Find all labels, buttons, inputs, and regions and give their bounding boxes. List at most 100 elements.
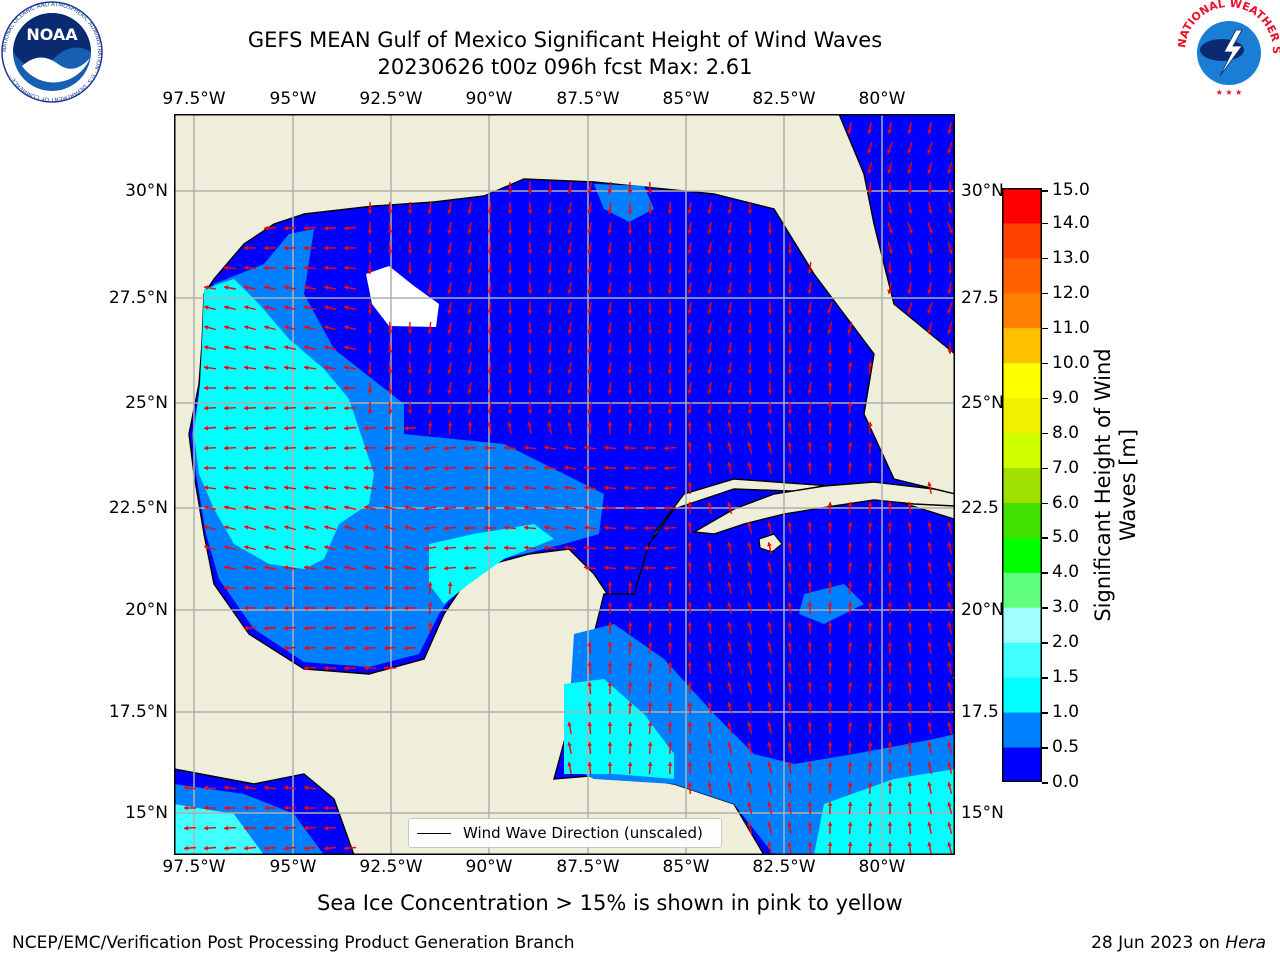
wave-direction-arrowhead — [504, 445, 508, 451]
wave-direction-arrowhead — [747, 350, 753, 354]
wave-direction-arrowhead — [407, 370, 413, 374]
wave-direction-arrowhead — [484, 545, 488, 551]
wave-direction-arrowhead — [727, 602, 732, 607]
lat-tick-right: 25°N — [961, 393, 1004, 413]
wave-direction-arrowhead — [644, 485, 648, 491]
wave-direction-arrowhead — [547, 290, 553, 294]
wave-direction-arrowhead — [727, 389, 732, 394]
lon-tick-bottom: 92.5°W — [359, 857, 423, 877]
nws-logo: NATIONAL WEATHER SERVICE ★ ★ ★ — [1178, 0, 1280, 100]
wave-direction-arrowhead — [447, 269, 452, 274]
wave-direction-arrowhead — [908, 229, 913, 234]
wave-direction-arrowhead — [707, 782, 712, 787]
lat-tick-left: 17.5°N — [108, 702, 168, 722]
wave-direction-arrowhead — [807, 462, 813, 466]
wave-direction-arrowhead — [687, 249, 692, 254]
wave-direction-arrowhead — [707, 562, 712, 567]
wave-direction-arrowhead — [387, 390, 393, 394]
wave-direction-arrowhead — [384, 545, 389, 550]
wave-direction-arrowhead — [504, 525, 508, 531]
wave-direction-arrowhead — [324, 825, 328, 831]
wave-direction-arrowhead — [827, 842, 833, 846]
wave-direction-arrowhead — [624, 505, 628, 511]
wave-direction-arrowhead — [727, 269, 732, 274]
wave-direction-arrowhead — [427, 622, 433, 626]
wave-direction-arrowhead — [487, 330, 493, 334]
wave-direction-arrowhead — [807, 702, 813, 706]
wave-direction-arrowhead — [948, 209, 953, 214]
wave-direction-arrowhead — [927, 702, 932, 707]
wave-direction-arrowhead — [604, 505, 609, 511]
wave-direction-arrowhead — [647, 662, 653, 666]
wave-direction-arrowhead — [767, 682, 772, 687]
wave-direction-arrowhead — [867, 562, 873, 566]
wave-direction-arrowhead — [847, 362, 853, 366]
wave-direction-arrowhead — [907, 562, 913, 567]
wave-direction-arrowhead — [587, 189, 592, 194]
wave-direction-arrowhead — [444, 465, 449, 471]
wave-direction-arrowhead — [344, 485, 349, 491]
wave-direction-arrowhead — [284, 325, 289, 330]
wave-direction-arrowhead — [467, 409, 472, 414]
colorbar-tick-mark — [1042, 190, 1048, 192]
wave-direction-arrowhead — [244, 285, 249, 290]
wave-direction-arrowhead — [787, 462, 792, 467]
wave-direction-arrowhead — [387, 410, 393, 414]
wave-direction-arrowhead — [907, 190, 913, 194]
wave-direction-arrowhead — [767, 842, 772, 847]
colorbar-segment — [1002, 292, 1042, 329]
wave-direction-arrowhead — [584, 565, 589, 571]
wave-direction-arrowhead — [907, 682, 913, 687]
wave-direction-arrowhead — [547, 190, 553, 194]
wave-direction-arrowhead — [947, 822, 952, 827]
wave-direction-arrowhead — [507, 410, 513, 414]
wave-direction-arrowhead — [524, 445, 529, 451]
wave-direction-arrowhead — [304, 225, 308, 231]
wave-direction-arrowhead — [807, 662, 813, 666]
wave-direction-arrowhead — [544, 545, 549, 550]
wave-direction-arrowhead — [604, 525, 609, 531]
wave-direction-arrowhead — [647, 390, 653, 394]
wave-direction-arrowhead — [264, 345, 269, 350]
wave-direction-arrowhead — [607, 722, 613, 726]
wave-direction-arrowhead — [547, 350, 553, 354]
wave-direction-arrowhead — [324, 265, 328, 271]
wave-direction-arrowhead — [244, 445, 248, 451]
wave-direction-arrowhead — [807, 329, 812, 334]
wave-direction-arrowhead — [304, 625, 308, 631]
wave-direction-arrowhead — [264, 825, 268, 831]
wave-direction-arrowhead — [847, 682, 853, 686]
graticule — [174, 114, 955, 855]
wave-direction-arrowhead — [727, 722, 732, 727]
lat-tick-right: 20°N — [961, 600, 1004, 620]
wave-direction-arrowhead — [727, 409, 732, 414]
wave-direction-arrowhead — [727, 782, 732, 787]
wave-direction-arrowhead — [204, 445, 208, 451]
lon-tick-bottom: 90°W — [465, 857, 513, 877]
wave-direction-arrowhead — [664, 505, 668, 511]
wave-direction-arrowhead — [407, 250, 413, 254]
wave-direction-arrowhead — [867, 542, 873, 546]
wave-direction-arrowhead — [827, 802, 833, 806]
wave-direction-arrowhead — [887, 602, 893, 606]
wave-direction-arrowhead — [707, 249, 712, 254]
wave-direction-arrowhead — [344, 365, 349, 371]
wave-direction-arrowhead — [667, 662, 673, 666]
colorbar-tick-label: 15.0 — [1052, 180, 1090, 200]
wave-direction-arrowhead — [607, 602, 613, 606]
wave-direction-arrowhead — [387, 210, 393, 214]
wave-direction-arrowhead — [304, 485, 309, 491]
wave-direction-arrowhead — [947, 190, 953, 194]
wave-direction-arrowhead — [527, 230, 533, 234]
lon-tick-top: 95°W — [269, 89, 317, 109]
wave-direction-arrowhead — [224, 365, 229, 371]
colorbar-segment — [1002, 327, 1042, 364]
wave-direction-arrowhead — [587, 289, 592, 294]
wave-direction-arrowhead — [947, 762, 952, 767]
wave-direction-arrowhead — [604, 445, 609, 451]
wave-direction-arrowhead — [947, 289, 952, 294]
wave-direction-arrowhead — [667, 330, 673, 334]
lat-tick-left: 25°N — [125, 393, 168, 413]
wave-direction-arrowhead — [907, 289, 912, 294]
wave-direction-arrowhead — [604, 545, 609, 551]
